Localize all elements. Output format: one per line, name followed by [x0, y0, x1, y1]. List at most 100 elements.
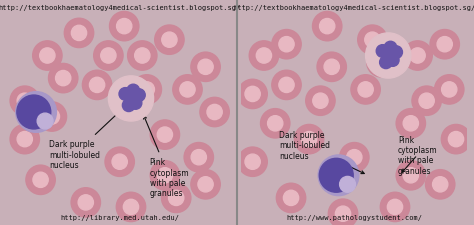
Circle shape	[129, 97, 142, 110]
Circle shape	[340, 177, 356, 192]
Circle shape	[78, 195, 93, 210]
Circle shape	[245, 154, 260, 170]
Circle shape	[403, 42, 432, 71]
Text: http://textbookhaematology4medical-scientist.blogspot.sg/: http://textbookhaematology4medical-scien…	[0, 4, 241, 11]
Circle shape	[191, 53, 220, 82]
Circle shape	[82, 71, 112, 100]
Circle shape	[283, 190, 299, 206]
Circle shape	[324, 60, 339, 75]
Circle shape	[410, 49, 425, 64]
Circle shape	[272, 30, 301, 60]
Circle shape	[313, 94, 328, 109]
Circle shape	[306, 87, 335, 116]
Circle shape	[358, 26, 387, 55]
Text: Dark purple
multi-lobuled
nucleus: Dark purple multi-lobuled nucleus	[49, 106, 126, 169]
Circle shape	[40, 49, 55, 64]
Circle shape	[390, 47, 402, 59]
Circle shape	[365, 33, 380, 48]
Circle shape	[33, 172, 48, 188]
Circle shape	[268, 116, 283, 131]
Circle shape	[33, 42, 62, 71]
Circle shape	[133, 89, 145, 102]
Text: http://library.med.utah.edu/: http://library.med.utah.edu/	[60, 214, 179, 220]
Circle shape	[442, 82, 457, 98]
Circle shape	[272, 71, 301, 100]
Circle shape	[198, 177, 213, 192]
Circle shape	[435, 75, 464, 105]
Circle shape	[383, 49, 396, 61]
Circle shape	[374, 55, 389, 71]
Circle shape	[294, 125, 324, 154]
Circle shape	[123, 199, 138, 215]
Circle shape	[396, 109, 426, 138]
Circle shape	[184, 143, 213, 172]
Circle shape	[276, 183, 306, 213]
Circle shape	[180, 82, 195, 98]
Circle shape	[412, 87, 441, 116]
Circle shape	[116, 192, 146, 222]
Circle shape	[437, 37, 452, 53]
Circle shape	[319, 19, 335, 35]
Circle shape	[17, 132, 32, 147]
Circle shape	[249, 42, 279, 71]
Circle shape	[396, 161, 426, 190]
Circle shape	[17, 94, 32, 109]
Circle shape	[112, 154, 128, 170]
Circle shape	[376, 45, 389, 58]
Circle shape	[328, 199, 358, 225]
Text: Pink
cytoplasm
with pale
granules: Pink cytoplasm with pale granules	[144, 116, 189, 198]
Circle shape	[119, 88, 132, 101]
Circle shape	[340, 143, 369, 172]
Circle shape	[157, 127, 173, 143]
Circle shape	[317, 53, 346, 82]
Circle shape	[101, 49, 116, 64]
Circle shape	[312, 12, 342, 42]
Circle shape	[336, 206, 351, 221]
Circle shape	[17, 96, 51, 129]
Circle shape	[139, 82, 155, 98]
Circle shape	[191, 170, 220, 199]
Circle shape	[37, 114, 53, 129]
Circle shape	[207, 105, 222, 120]
Circle shape	[157, 168, 173, 183]
Circle shape	[365, 34, 411, 79]
Circle shape	[16, 92, 56, 133]
Circle shape	[162, 33, 177, 48]
Circle shape	[126, 92, 138, 104]
Circle shape	[48, 64, 78, 93]
Text: http://www.pathologystudent.com/: http://www.pathologystudent.com/	[286, 214, 422, 220]
Circle shape	[358, 82, 373, 98]
Circle shape	[238, 80, 267, 109]
Circle shape	[10, 87, 39, 116]
Circle shape	[367, 48, 396, 78]
Circle shape	[279, 78, 294, 93]
Circle shape	[430, 30, 459, 60]
Circle shape	[150, 161, 180, 190]
Circle shape	[109, 76, 154, 122]
Circle shape	[127, 85, 139, 97]
Circle shape	[37, 102, 66, 132]
Circle shape	[448, 132, 464, 147]
Circle shape	[169, 190, 184, 206]
Circle shape	[346, 150, 362, 165]
Circle shape	[150, 120, 180, 150]
Text: Pink
cytoplasm
with pale
granules: Pink cytoplasm with pale granules	[398, 135, 438, 175]
Circle shape	[319, 159, 353, 192]
Circle shape	[256, 49, 272, 64]
Circle shape	[387, 199, 402, 215]
Circle shape	[64, 19, 94, 48]
Circle shape	[26, 165, 55, 195]
Circle shape	[105, 147, 134, 177]
Circle shape	[426, 170, 455, 199]
Circle shape	[162, 183, 191, 213]
Circle shape	[419, 94, 434, 109]
Text: Dark purple
multi-lobuled
nucleus: Dark purple multi-lobuled nucleus	[279, 130, 364, 174]
Circle shape	[384, 42, 397, 55]
Circle shape	[279, 37, 294, 53]
Circle shape	[386, 54, 399, 67]
Circle shape	[109, 12, 139, 42]
Text: http://textbookhaematology4medical-scientist.blogspot.sg/: http://textbookhaematology4medical-scien…	[233, 4, 474, 11]
Circle shape	[380, 57, 392, 69]
Circle shape	[94, 42, 123, 71]
Circle shape	[198, 60, 213, 75]
